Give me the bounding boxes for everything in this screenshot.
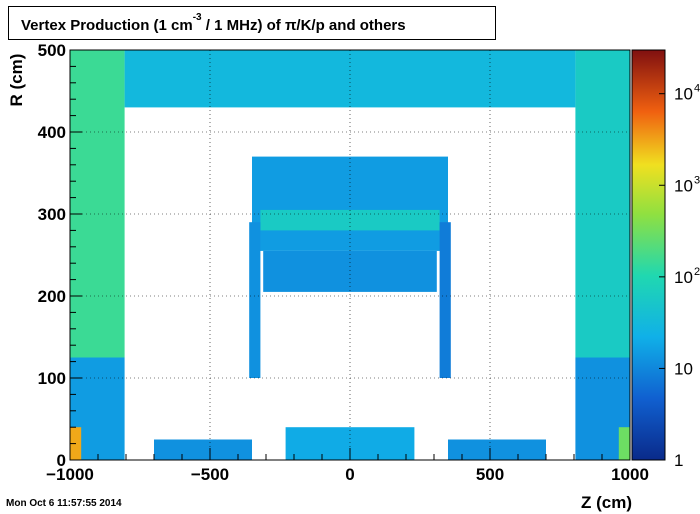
x-tick-label-3: 500	[476, 465, 504, 484]
y-tick-label-1: 100	[38, 369, 66, 388]
x-tick-label-1: −500	[191, 465, 229, 484]
axis-ticks: −1000 −500 0 500 1000 0 100 200 300 400 500	[38, 41, 649, 484]
x-tick-label-4: 1000	[611, 465, 649, 484]
colorbar-label-1: 10	[674, 359, 693, 378]
colorbar	[631, 49, 666, 461]
colorbar-exponent-2: 2	[694, 266, 700, 278]
colorbar-exponent-4: 4	[694, 83, 700, 95]
heatmap-region-6	[260, 209, 440, 231]
heatmap-region-0	[70, 50, 125, 358]
x-axis-title: Z (cm)	[581, 493, 632, 512]
y-tick-label-2: 200	[38, 287, 66, 306]
x-tick-label-0: −1000	[46, 465, 94, 484]
heatmap-region-11	[154, 439, 252, 460]
heatmap-region-7	[263, 250, 437, 292]
colorbar-label-4: 10	[674, 85, 693, 104]
title-box: Vertex Production (1 cm-3 / 1 MHz) of π/…	[8, 6, 496, 40]
title-prefix: Vertex Production (1 cm	[21, 17, 193, 34]
y-axis-title: R (cm)	[7, 54, 26, 107]
chart-title: Vertex Production (1 cm-3 / 1 MHz) of π/…	[21, 12, 406, 34]
colorbar-label-3: 10	[674, 176, 693, 195]
colorbar-label-2: 10	[674, 268, 693, 287]
y-tick-label-4: 400	[38, 123, 66, 142]
timestamp: Mon Oct 6 11:57:55 2014	[6, 498, 122, 509]
title-suffix: / 1 MHz) of π/K/p and others	[201, 17, 406, 34]
heatmap-region-12	[448, 439, 546, 460]
y-tick-label-5: 500	[38, 41, 66, 60]
grid	[70, 50, 630, 460]
x-tick-label-2: 0	[345, 465, 354, 484]
heatmap-region-5	[252, 156, 448, 251]
colorbar-label-0: 1	[674, 451, 683, 470]
heatmap-region-2	[575, 50, 630, 358]
heatmap-region-8	[249, 222, 261, 378]
y-tick-label-3: 300	[38, 205, 66, 224]
heatmap-region-14	[618, 427, 630, 460]
y-tick-label-0: 0	[57, 451, 66, 470]
heatmap-region-9	[439, 222, 451, 378]
colorbar-exponent-3: 3	[694, 174, 700, 186]
title-superscript: -3	[192, 12, 202, 23]
